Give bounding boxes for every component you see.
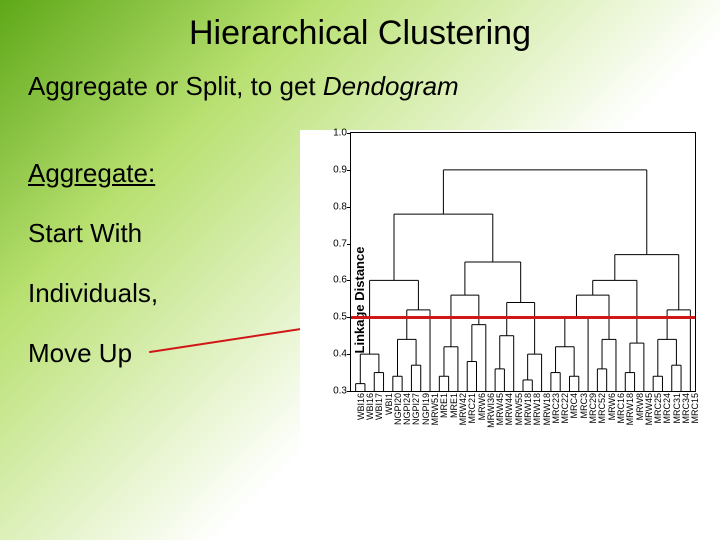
x-tick-label: MRW45 xyxy=(495,393,499,425)
x-tick-label: MRC31 xyxy=(672,393,676,424)
y-tick-label: 0.7 xyxy=(321,238,347,249)
x-tick-label: MRE1 xyxy=(439,393,443,418)
x-tick-label: MRC25 xyxy=(653,393,657,424)
x-tick-label: MRC21 xyxy=(467,393,471,424)
x-tick-label: MRC3 xyxy=(579,393,583,419)
x-tick-label: MRC23 xyxy=(551,393,555,424)
left-start-with: Start With xyxy=(28,218,142,249)
y-tick-label: 0.9 xyxy=(321,164,347,175)
subtitle-italic: Dendogram xyxy=(323,71,459,101)
x-tick-label: NGPI20 xyxy=(393,393,397,425)
subtitle-prefix: Aggregate or Split, to get xyxy=(28,71,323,101)
x-tick-label: MRWI36 xyxy=(486,393,490,428)
plot-area: 1.00.90.80.70.60.50.40.3WBI16WBI16WBI17W… xyxy=(350,132,696,392)
y-tick-label: 0.5 xyxy=(321,312,347,323)
x-tick-label: MRW44 xyxy=(504,393,508,425)
x-tick-label: MRC34 xyxy=(681,393,685,424)
x-tick-label: WBI1 xyxy=(384,393,388,415)
x-tick-label: NGPI27 xyxy=(411,393,415,425)
x-tick-label: MRW8 xyxy=(635,393,639,420)
x-tick-label: MRC16 xyxy=(616,393,620,424)
x-tick-label: MRW6 xyxy=(607,393,611,420)
x-tick-label: WBI17 xyxy=(374,393,378,420)
y-tick-label: 0.6 xyxy=(321,275,347,286)
x-tick-label: MRW18 xyxy=(532,393,536,425)
x-tick-label: MRW42 xyxy=(458,393,462,425)
x-tick-label: NGPI24 xyxy=(402,393,406,425)
left-individuals: Individuals, xyxy=(28,278,158,309)
y-tick-mark xyxy=(347,170,351,171)
y-tick-mark xyxy=(347,207,351,208)
threshold-line xyxy=(351,316,695,319)
y-tick-mark xyxy=(347,354,351,355)
dendrogram-chart: Linkage Distance 1.00.90.80.70.60.50.40.… xyxy=(300,130,700,470)
x-tick-label: MRE1 xyxy=(449,393,453,418)
y-tick-mark xyxy=(347,244,351,245)
x-tick-label: MRC24 xyxy=(662,393,666,424)
x-tick-label: WBI16 xyxy=(365,393,369,420)
y-tick-mark xyxy=(347,280,351,281)
dendrogram-svg xyxy=(351,133,695,391)
x-tick-label: MRW18 xyxy=(542,393,546,425)
y-tick-mark xyxy=(347,317,351,318)
page-title: Hierarchical Clustering xyxy=(0,0,720,53)
x-tick-label: MRW18 xyxy=(625,393,629,425)
x-tick-label: NGPI19 xyxy=(421,393,425,425)
y-tick-mark xyxy=(347,133,351,134)
x-tick-label: MRC52 xyxy=(597,393,601,424)
x-tick-label: MRC15 xyxy=(690,393,694,424)
x-tick-label: MRC29 xyxy=(588,393,592,424)
x-tick-label: MRW18 xyxy=(523,393,527,425)
y-tick-mark xyxy=(347,391,351,392)
subtitle: Aggregate or Split, to get Dendogram xyxy=(0,53,720,102)
x-tick-label: MRC22 xyxy=(560,393,564,424)
y-tick-label: 0.4 xyxy=(321,349,347,360)
y-tick-label: 1.0 xyxy=(321,128,347,139)
x-tick-label: MRW55 xyxy=(514,393,518,425)
left-move-up: Move Up xyxy=(28,338,132,369)
x-tick-label: MRW51 xyxy=(430,393,434,425)
x-tick-label: MRC4 xyxy=(569,393,573,419)
x-tick-label: MRW6 xyxy=(477,393,481,420)
left-aggregate: Aggregate: xyxy=(28,158,155,189)
x-tick-label: WBI16 xyxy=(356,393,360,420)
x-tick-label: MRW45 xyxy=(644,393,648,425)
y-tick-label: 0.8 xyxy=(321,201,347,212)
y-tick-label: 0.3 xyxy=(321,386,347,397)
